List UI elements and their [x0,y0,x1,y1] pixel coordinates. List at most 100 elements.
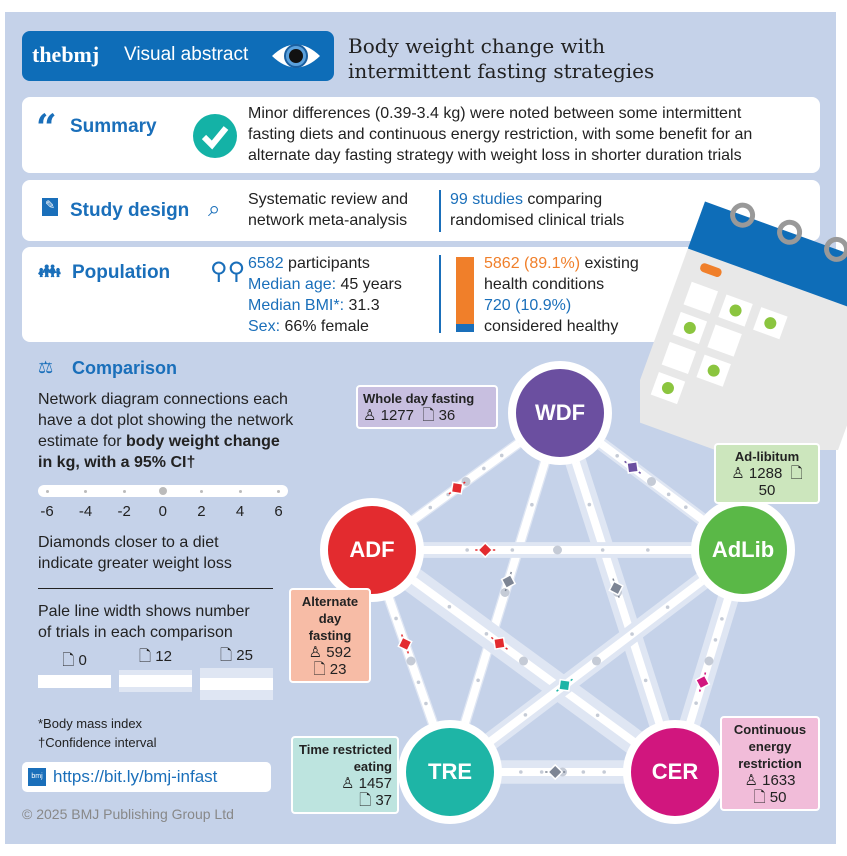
healthy-label: considered healthy [484,318,619,335]
edge-estimate-diamond [547,763,564,781]
comparison-bold: in kg, with a 95% CI† [38,454,196,471]
bmi-label: Median BMI*: [248,297,345,314]
document-icon: 🗋 [313,661,326,678]
node-tre[interactable]: TRE [398,720,502,824]
eye-icon [272,44,320,68]
edge-estimate-diamond [477,541,494,559]
edge-scale-dot [500,588,510,597]
edge-estimate-diamond [397,636,413,652]
edge-scale-dot [484,632,489,636]
document-icon: 🗋 [359,792,372,809]
summary-line: alternate day fasting strategy with weig… [248,147,742,164]
pencil-icon: ✎ [42,198,58,216]
edge-scale-dot [647,477,656,486]
edge-estimate-diamond [450,481,464,495]
study-design-card: ✎ Study design ⌕ Systematic review and n… [22,180,820,241]
age-value: 45 years [336,276,402,293]
edge-scale-dot [539,770,544,774]
edge-scale-dot [713,638,718,642]
design-line: Systematic review and [248,191,409,208]
edge-scale-dot [600,548,605,552]
edge-scale-dot [499,453,504,458]
trial-count: 37 [375,792,392,809]
width-example-25: 🗋 25 [200,645,273,700]
document-icon: 🗋 [422,407,435,424]
edge-scale-dot [447,604,452,609]
bmi-value: 31.3 [344,297,380,314]
search-documents-icon: ⌕ [208,196,221,221]
edge-scale-dot [510,548,515,552]
node-abbr: AdLib [711,537,775,562]
scale-tick-label: 2 [197,503,206,520]
footnote: *Body mass index [38,716,143,731]
edge-scale-dot [476,678,480,683]
edge-estimate-diamond [694,674,711,690]
scale-dot [84,489,88,493]
trial-count: 36 [438,407,456,424]
width-example-label: 25 [236,647,253,664]
node-adlib[interactable]: AdLib [691,498,795,602]
node-full-name: Ad-libitum [734,449,800,464]
sex-label: Sex: [248,318,281,335]
summary-heading: Summary [70,116,157,137]
bmj-small-logo: bmj [28,768,46,786]
divider [439,255,441,333]
edge-scale-dot [519,770,523,774]
comparison-description: Network diagram connections each have a … [38,389,293,473]
participant-count: 1457 [358,775,392,792]
edge-estimate-diamond [500,573,517,590]
node-abbr: CER [651,759,699,784]
edge-scale-dot [553,545,562,555]
calendar-illustration [640,201,847,450]
people-icon: 👪︎ [38,261,61,281]
edge-scale-dot [465,548,469,552]
trial-count: 50 [769,789,787,806]
width-line: Pale line width shows number [38,603,250,620]
footnotes: *Body mass index †Confidence interval [38,714,157,752]
edge-scale-dot [665,605,670,609]
node-label-wdf: Whole day fasting ♙ 1277 🗋 36 [356,385,498,429]
node-cer[interactable]: CER [623,720,727,824]
comparison-line: have a dot plot showing the network [38,412,294,429]
copyright: © 2025 BMJ Publishing Group Ltd [22,806,234,822]
node-abbr: TRE [428,759,472,784]
checkmark-icon [193,114,237,158]
scale-dot [277,489,281,493]
edge-estimate-diamond [558,678,571,692]
node-abbr: ADF [349,537,395,562]
edge-scale-dot [720,617,724,621]
participant-count: 1288 [748,465,783,482]
studies-text: comparing [522,191,603,208]
scales-icon: ⚖ [38,358,54,377]
scale-dot [238,489,242,493]
scale-bar [38,485,288,497]
population-heading: Population [72,262,171,283]
node-label-adf: Alternate day fasting ♙ 592 🗋 23 [289,588,371,683]
scale-tick-label: 4 [235,503,245,520]
width-example-label: 12 [155,648,172,665]
edge-scale-dot [581,770,586,774]
scale-tick-label: 0 [158,503,167,520]
node-wdf[interactable]: WDF [508,361,612,465]
scale-dot [158,487,167,495]
diamond-line: Diamonds closer to a diet [38,534,219,551]
comparison-line: Network diagram connections each [38,391,288,408]
document-icon: 🗋 [220,647,233,664]
node-full-name: Alternate day fasting [301,594,359,643]
link-box[interactable]: bmj https://bit.ly/bmj-infast [22,762,271,792]
trial-count: 23 [329,661,347,678]
node-full-name: Time restricted eating [299,742,392,774]
visual-abstract-label: Visual abstract [124,44,249,65]
edge-scale-dot [587,502,592,507]
node-adf[interactable]: ADF [320,498,424,602]
edge-scale-dot [602,770,606,774]
person-icon: ♙ [731,465,745,482]
article-link[interactable]: https://bit.ly/bmj-infast [53,767,218,786]
person-icon: ♙ [308,644,323,661]
existing-label: health conditions [484,276,605,293]
edge-estimate-diamond [626,460,640,474]
participant-count: 592 [326,644,352,661]
node-label-cer: Continuous energy restriction ♙ 1633 🗋 50 [720,716,820,811]
divider [439,190,441,232]
diamond-line: indicate greater weight loss [38,555,232,572]
